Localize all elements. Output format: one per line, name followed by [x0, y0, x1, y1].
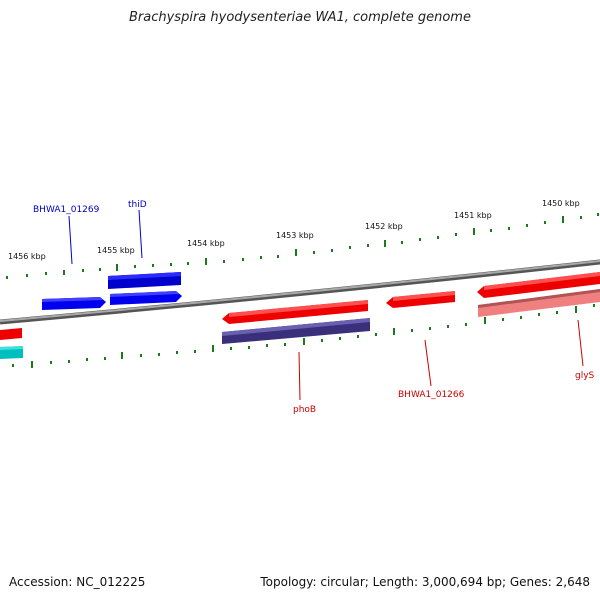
- cds-feature-edge-left[interactable]: [0, 328, 22, 340]
- ruler-label-1454: 1454 kbp: [187, 239, 225, 248]
- ruler-label-1456: 1456 kbp: [8, 252, 46, 261]
- gene-label-thid[interactable]: thiD: [128, 200, 147, 210]
- genome-summary-text: Topology: circular; Length: 3,000,694 bp…: [260, 575, 590, 589]
- forward-features: [42, 272, 182, 310]
- reverse-features: [0, 272, 600, 359]
- inner-ruler-ticks: [12, 304, 595, 368]
- gene-label-bhwa1-01269[interactable]: BHWA1_01269: [33, 205, 100, 215]
- ruler-label-1452: 1452 kbp: [365, 222, 403, 231]
- map-title: Brachyspira hyodysenteriae WA1, complete…: [129, 10, 471, 25]
- gene-label-phob[interactable]: phoB: [293, 405, 316, 415]
- gene-label-glys[interactable]: glyS: [575, 371, 595, 381]
- ruler-label-1455: 1455 kbp: [97, 246, 135, 255]
- gene-label-bhwa1-01266[interactable]: BHWA1_01266: [398, 390, 465, 400]
- outer-ruler-ticks: [6, 213, 599, 279]
- ruler-label-1450: 1450 kbp: [542, 199, 580, 208]
- ruler-label-1451: 1451 kbp: [454, 211, 492, 220]
- ruler-label-1453: 1453 kbp: [276, 231, 314, 240]
- accession-text: Accession: NC_012225: [9, 575, 146, 589]
